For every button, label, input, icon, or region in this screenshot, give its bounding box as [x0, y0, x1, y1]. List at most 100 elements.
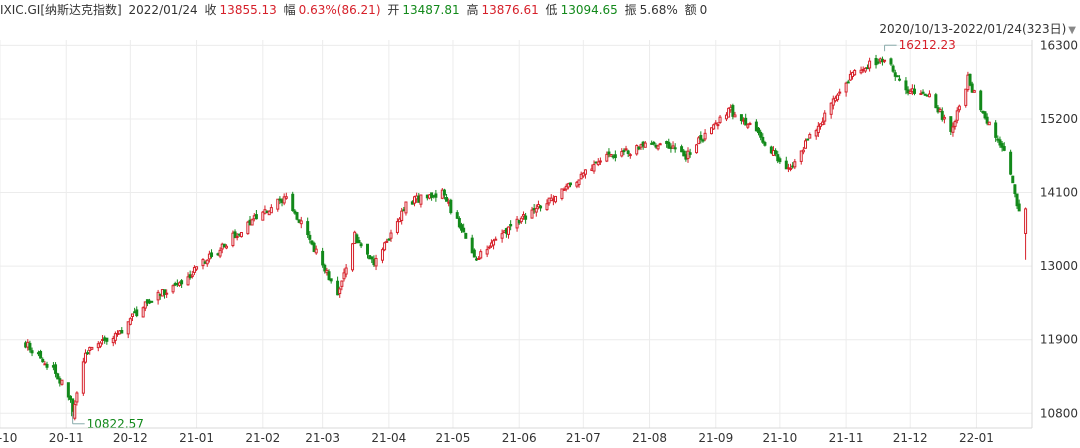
- candle: [485, 245, 489, 258]
- candle: [744, 113, 748, 126]
- candle: [806, 138, 810, 141]
- candle-body: [934, 94, 938, 109]
- candle: [336, 276, 340, 296]
- y-tick-label: 13000: [1040, 259, 1078, 273]
- candle-body: [479, 251, 483, 259]
- candle-body: [637, 146, 641, 150]
- candle-body: [69, 395, 73, 400]
- candle-body: [357, 240, 361, 243]
- candle-body: [671, 145, 675, 149]
- candle: [457, 216, 461, 229]
- candle: [449, 198, 453, 215]
- candle: [1024, 207, 1028, 260]
- candle-body: [893, 72, 897, 77]
- candle: [261, 210, 265, 221]
- candle-body: [560, 188, 564, 199]
- candle-body: [579, 173, 583, 180]
- candle: [895, 75, 899, 78]
- candle-body: [757, 127, 761, 134]
- candle-body: [380, 249, 384, 261]
- candle: [357, 236, 361, 244]
- amount-value: 0: [699, 3, 708, 17]
- candle: [893, 69, 897, 81]
- candle: [912, 84, 916, 96]
- candle: [329, 278, 333, 284]
- candle-body: [507, 226, 511, 235]
- candle-body: [455, 212, 459, 219]
- candle-body: [1009, 151, 1013, 175]
- candle: [761, 133, 765, 144]
- candle: [380, 247, 384, 264]
- candle-body: [492, 240, 496, 246]
- candle-body: [1002, 146, 1006, 151]
- candle: [430, 192, 434, 201]
- candle: [714, 120, 718, 125]
- candle: [624, 145, 628, 151]
- candle: [515, 216, 519, 232]
- candle: [120, 327, 124, 334]
- candle-body: [224, 245, 228, 249]
- candle-body: [731, 105, 735, 117]
- candle-body: [949, 116, 953, 132]
- candle: [284, 192, 288, 200]
- candle: [205, 259, 209, 267]
- candle: [671, 141, 675, 149]
- high-value: 13876.61: [481, 3, 539, 17]
- candle: [643, 141, 647, 148]
- candle: [938, 107, 942, 113]
- triangle-down-icon[interactable]: ▼: [1068, 25, 1076, 36]
- candle: [470, 234, 474, 254]
- candle: [821, 117, 825, 126]
- candle: [366, 243, 369, 259]
- candle-body: [195, 266, 199, 270]
- candle: [985, 113, 989, 126]
- candle-body: [566, 183, 570, 188]
- close-value: 13855.13: [219, 3, 277, 17]
- y-tick-label: 14100: [1040, 186, 1078, 200]
- change-label: 幅: [283, 3, 296, 17]
- candle: [748, 121, 752, 126]
- candle-body: [838, 91, 842, 94]
- candle-body: [210, 252, 214, 257]
- candle-body: [222, 243, 226, 248]
- candle-body: [778, 158, 782, 163]
- candle-body: [712, 124, 716, 130]
- candle: [395, 218, 399, 235]
- candle-body: [652, 141, 656, 145]
- candle-body: [233, 231, 237, 239]
- candle: [73, 400, 77, 421]
- candle: [135, 306, 139, 318]
- candle: [190, 270, 194, 279]
- candle-body: [680, 146, 684, 153]
- candle-body: [804, 140, 808, 149]
- candle: [656, 144, 660, 151]
- candle: [359, 242, 363, 249]
- candle-body: [673, 147, 677, 150]
- candle-body: [883, 59, 887, 62]
- candle: [472, 248, 476, 258]
- low-value: 13094.65: [560, 3, 618, 17]
- candle-body: [395, 221, 399, 233]
- x-tick-label: 21-02: [245, 431, 280, 445]
- date-range-selector[interactable]: 2020/10/13-2022/01/24(323日) ▼: [879, 20, 1076, 38]
- candle-body: [81, 361, 85, 394]
- x-tick-label: 22-01: [959, 431, 994, 445]
- candle: [374, 254, 378, 271]
- candle-body: [564, 185, 568, 190]
- candle: [90, 346, 94, 350]
- candle: [829, 102, 833, 119]
- candle-body: [846, 81, 850, 84]
- candle: [56, 372, 60, 380]
- candle-body: [562, 188, 566, 191]
- candle: [28, 340, 32, 353]
- date-range-label: 2020/10/13-2022/01/24(323日): [879, 22, 1067, 36]
- candle-body: [891, 65, 895, 72]
- candle: [983, 111, 987, 120]
- candle: [507, 226, 511, 239]
- candle: [344, 264, 348, 278]
- candle-body: [83, 352, 87, 363]
- candle-body: [383, 242, 387, 251]
- candle: [487, 245, 491, 250]
- candle-body: [156, 291, 160, 301]
- candle-body: [774, 150, 778, 155]
